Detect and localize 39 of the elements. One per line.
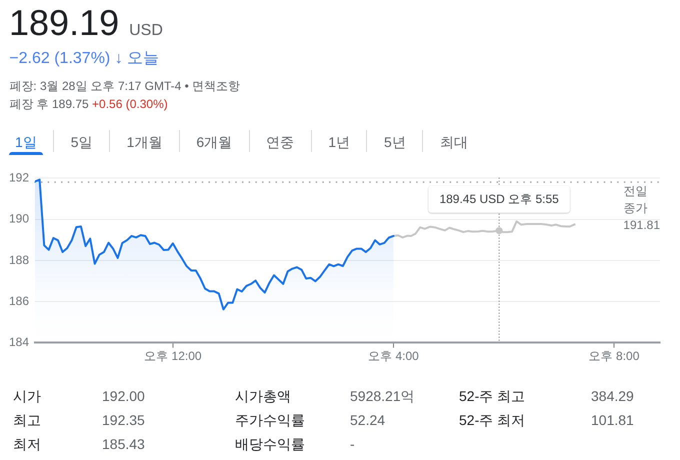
text: 배당수익률 — [235, 436, 305, 452]
text: 52-주 최저 — [459, 412, 526, 428]
y-tick-label: 186 — [8, 294, 30, 308]
x-tick-label: 오후 4:00 — [368, 349, 420, 364]
text: −2.62 (1.37%) ↓ 오늘 — [9, 50, 160, 67]
text: 주가수익률 — [235, 412, 305, 428]
text: 192.35 — [102, 412, 145, 428]
text: 5일 — [70, 134, 93, 150]
text: 1년 — [328, 134, 350, 150]
text: 최저 — [13, 436, 41, 452]
text: +0.56 (0.30%) — [92, 97, 168, 112]
y-tick-label: 190 — [8, 212, 30, 226]
y-tick-label: 192 — [8, 170, 30, 185]
annotation: 189.45 USD 오후 5:55 — [439, 192, 560, 206]
text: 최고 — [13, 412, 41, 428]
text: 연중 — [266, 134, 294, 150]
text: 384.29 — [591, 388, 634, 404]
text: 5년 — [384, 134, 406, 150]
text: 1일 — [15, 134, 37, 150]
text: 189.19 USD — [9, 2, 163, 42]
text: 최대 — [440, 134, 468, 150]
text: 52-주 최고 — [459, 388, 526, 404]
y-tick-label: 184 — [8, 335, 30, 350]
text: 시가 — [13, 388, 41, 404]
text: 6개월 — [196, 134, 232, 150]
text: - — [350, 436, 355, 452]
text: 5928.21억 — [350, 388, 415, 404]
ref-line-label: 전일 종가 191.81 — [623, 184, 660, 232]
text: 폐장: 3월 28일 오후 7:17 GMT-4 • 면책조항 — [9, 78, 240, 93]
text: 시가총액 — [235, 388, 291, 404]
text: 1개월 — [126, 134, 162, 150]
x-tick-label: 오후 8:00 — [588, 349, 640, 364]
text: 폐장 후 189.75 — [9, 97, 89, 112]
x-tick-label: 오후 12:00 — [144, 349, 202, 364]
text: 52.24 — [350, 412, 386, 428]
text: 101.81 — [591, 412, 634, 428]
text: 192.00 — [102, 388, 145, 404]
y-tick-label: 188 — [8, 252, 30, 267]
text: 185.43 — [102, 436, 145, 452]
